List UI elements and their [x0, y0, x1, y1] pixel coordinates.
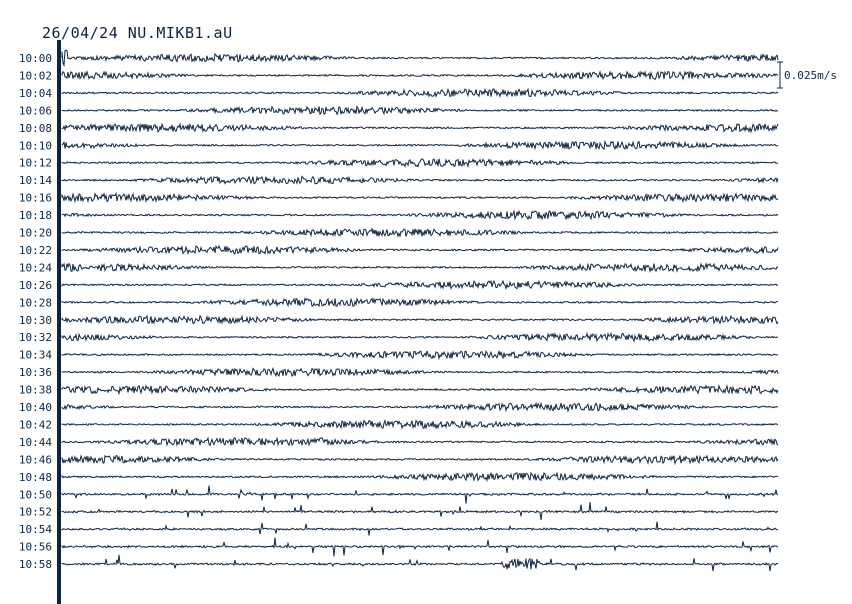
trace-row — [61, 139, 779, 151]
row-label: 10:26 — [19, 279, 52, 292]
row-label: 10:00 — [19, 52, 52, 65]
row-label: 10:48 — [19, 471, 52, 484]
trace-row — [61, 501, 779, 520]
trace-row — [61, 471, 779, 483]
trace-row — [61, 297, 778, 308]
row-label: 10:16 — [19, 192, 52, 205]
trace-row — [61, 191, 779, 204]
trace-row — [61, 69, 779, 81]
row-label: 10:40 — [19, 401, 52, 414]
row-label: 10:50 — [19, 488, 52, 501]
trace-row — [61, 244, 779, 255]
row-label: 10:44 — [19, 436, 52, 449]
trace-row — [61, 87, 779, 99]
scale-bar — [777, 61, 783, 89]
trace-row — [61, 554, 779, 572]
row-label: 10:08 — [19, 122, 52, 135]
row-label: 10:22 — [19, 244, 52, 257]
row-label: 10:54 — [19, 523, 52, 536]
trace-row — [61, 485, 779, 504]
trace-row — [61, 401, 779, 413]
trace-row — [61, 104, 779, 116]
row-label: 10:06 — [19, 104, 52, 117]
trace-row — [61, 366, 779, 378]
trace-row — [61, 175, 779, 186]
row-label: 10:18 — [19, 209, 52, 222]
trace-row — [61, 122, 779, 134]
row-label: 10:28 — [19, 296, 52, 309]
trace-row — [61, 383, 779, 396]
trace-row — [61, 262, 779, 274]
row-label: 10:04 — [19, 87, 52, 100]
row-label: 10:52 — [19, 506, 52, 519]
trace-row — [61, 436, 779, 447]
trace-row — [61, 331, 779, 343]
row-label: 10:12 — [19, 157, 52, 170]
time-axis-bar — [57, 40, 61, 604]
trace-row — [61, 227, 779, 238]
trace-row — [61, 349, 779, 361]
row-label: 10:14 — [19, 174, 52, 187]
row-label: 10:10 — [19, 139, 52, 152]
chart-title: 26/04/24 NU.MIKB1.aU — [42, 24, 233, 42]
trace-row — [61, 209, 779, 221]
row-label: 10:02 — [19, 69, 52, 82]
row-label: 10:56 — [19, 541, 52, 554]
row-label: 10:32 — [19, 331, 52, 344]
row-label: 10:58 — [19, 558, 52, 571]
row-label: 10:34 — [19, 349, 52, 362]
trace-row — [61, 314, 779, 325]
trace-row — [61, 537, 779, 557]
trace-row — [61, 158, 779, 169]
row-label: 10:30 — [19, 314, 52, 327]
row-label: 10:24 — [19, 261, 52, 274]
row-label: 10:46 — [19, 453, 52, 466]
trace-row — [61, 521, 779, 536]
row-label: 10:20 — [19, 227, 52, 240]
trace-row — [61, 454, 779, 466]
scale-label: 0.025m/s — [784, 69, 837, 82]
trace-row — [61, 49, 779, 67]
row-label: 10:38 — [19, 384, 52, 397]
row-label: 10:36 — [19, 366, 52, 379]
trace-row — [61, 418, 779, 430]
trace-row — [61, 279, 779, 291]
row-label: 10:42 — [19, 418, 52, 431]
